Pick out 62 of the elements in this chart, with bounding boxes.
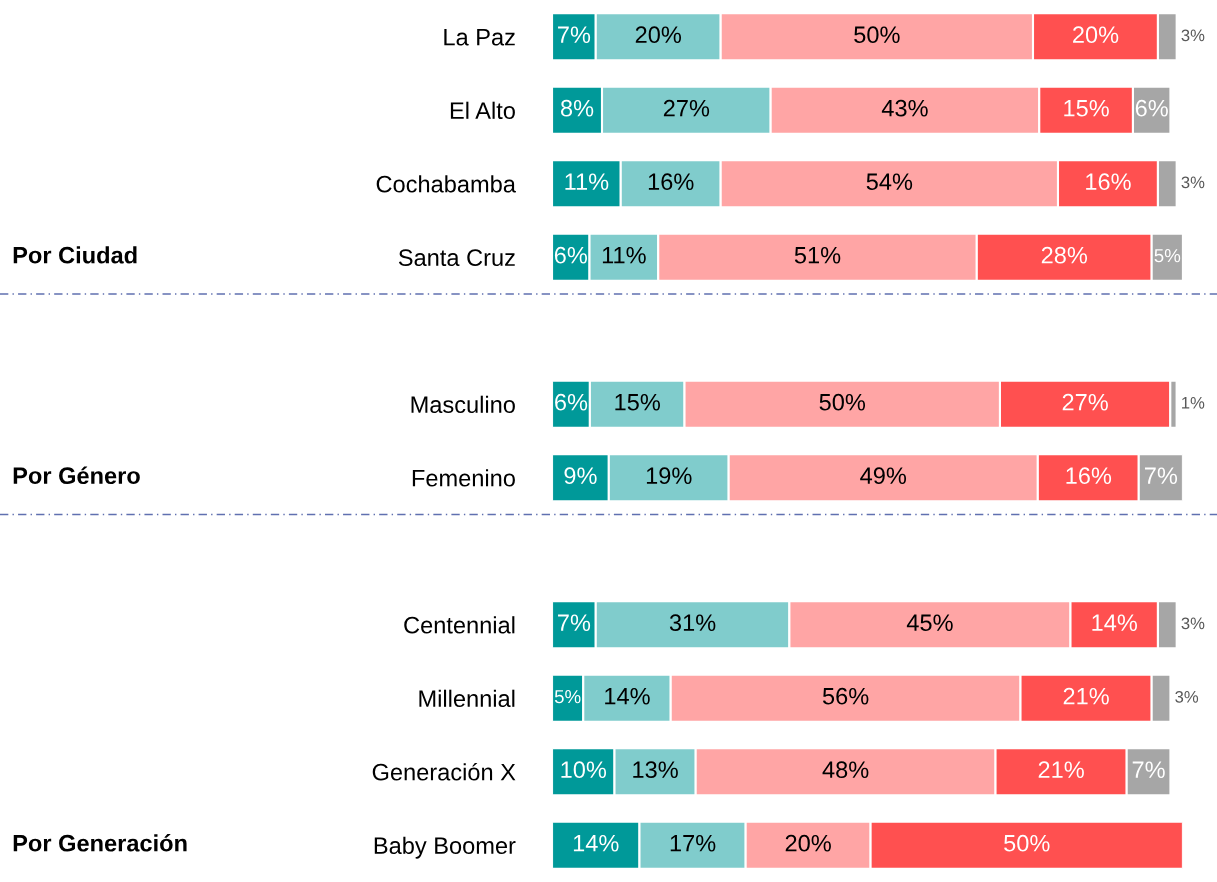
data-label: 51% (794, 246, 841, 264)
data-label: 6% (555, 393, 588, 411)
y-tick-label: Baby Boomer (374, 836, 516, 859)
data-label: 11% (602, 246, 646, 264)
data-label: 3% (1175, 690, 1199, 703)
y-tick-label: Millennial (419, 689, 515, 708)
data-label: 21% (1063, 687, 1109, 705)
y-tick-label: Santa Cruz (398, 249, 515, 267)
data-label: 49% (860, 467, 907, 485)
data-label: 20% (785, 834, 831, 852)
data-label: 7% (558, 614, 591, 631)
data-label: 43% (881, 99, 928, 117)
data-label: 6% (554, 246, 587, 264)
y-tick-label: Masculino (411, 395, 515, 414)
y-tick-label: El Alto (450, 101, 515, 120)
data-label: 11% (565, 173, 609, 190)
data-label: 16% (648, 173, 694, 191)
data-label: 27% (663, 99, 710, 117)
data-label: 17% (670, 834, 716, 852)
data-label: 28% (1041, 246, 1088, 264)
data-label: 31% (669, 614, 716, 632)
data-label: 48% (822, 761, 869, 779)
data-label: 9% (564, 467, 597, 485)
data-label: 21% (1038, 761, 1084, 778)
data-label: 10% (561, 761, 607, 779)
data-label: 8% (560, 99, 594, 117)
data-label: 5% (1154, 249, 1181, 263)
data-label: 7% (558, 26, 591, 43)
data-label: 54% (866, 173, 913, 191)
text: Por Ciudad (13, 246, 137, 264)
y-tick-label: La Paz (444, 29, 515, 46)
data-label: 45% (906, 614, 953, 632)
data-label: 20% (1073, 26, 1119, 44)
data-label: 15% (1064, 99, 1109, 117)
data-label: 3% (1181, 29, 1205, 42)
y-tick-label: Centennial (404, 616, 515, 634)
data-label: 3% (1181, 176, 1205, 189)
data-label: 50% (854, 26, 900, 44)
data-label: 27% (1062, 393, 1108, 411)
data-label: 16% (1066, 467, 1112, 485)
data-label: 14% (605, 687, 650, 705)
text: Por Generación (13, 834, 187, 852)
y-tick-label: Femenino (412, 469, 515, 487)
data-label: 15% (615, 393, 660, 411)
y-tick-label: Generación X (372, 762, 516, 781)
data-label: 13% (633, 761, 678, 779)
data-label: 19% (646, 467, 692, 485)
y-tick-label: Cochabamba (376, 175, 516, 193)
data-label: 56% (822, 687, 869, 705)
data-label: 50% (819, 393, 866, 411)
data-label: 7% (1132, 761, 1165, 778)
data-label: 50% (1004, 834, 1050, 852)
data-label: 20% (635, 26, 682, 44)
data-label: 1% (1182, 396, 1205, 409)
data-label: 14% (573, 834, 619, 852)
data-label: 16% (1086, 173, 1131, 191)
data-label: 5% (554, 690, 581, 704)
data-label: 3% (1181, 617, 1205, 630)
data-label: 14% (1092, 614, 1137, 631)
data-label: 7% (1144, 467, 1178, 484)
text: Por Género (13, 466, 140, 485)
data-label: 6% (1135, 99, 1168, 117)
